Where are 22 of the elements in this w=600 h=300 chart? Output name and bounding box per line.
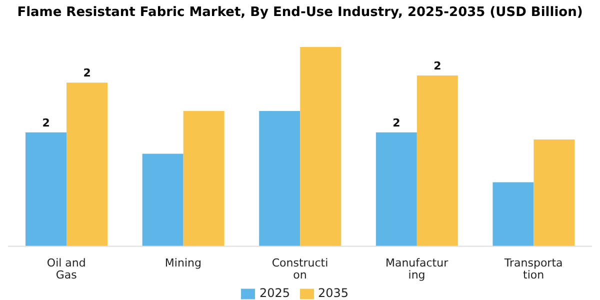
x-tick-label: Mining bbox=[164, 256, 202, 270]
data-label: 2 bbox=[83, 66, 91, 80]
x-tick-label: Manufacturing bbox=[385, 256, 449, 282]
legend-label: 2035 bbox=[318, 286, 349, 300]
bar bbox=[183, 111, 224, 246]
data-label: 2 bbox=[42, 116, 50, 130]
legend-label: 2025 bbox=[259, 286, 290, 300]
bar bbox=[259, 111, 300, 246]
chart-title: Flame Resistant Fabric Market, By End-Use Industry, 2025-2035 (USD Billion) bbox=[16, 4, 584, 22]
bar bbox=[300, 47, 342, 246]
bar bbox=[492, 182, 534, 246]
data-label: 2 bbox=[434, 59, 442, 72]
x-tick-label: Transportation bbox=[503, 256, 563, 282]
data-label: 2 bbox=[392, 116, 400, 130]
x-tick-label: Oil and Gas bbox=[46, 256, 86, 282]
bar bbox=[534, 140, 575, 246]
bar bbox=[416, 75, 458, 246]
bar bbox=[26, 132, 67, 246]
x-tick-label: Construction bbox=[272, 256, 328, 282]
bar bbox=[142, 154, 184, 246]
bar bbox=[376, 132, 417, 246]
bar bbox=[66, 82, 108, 246]
